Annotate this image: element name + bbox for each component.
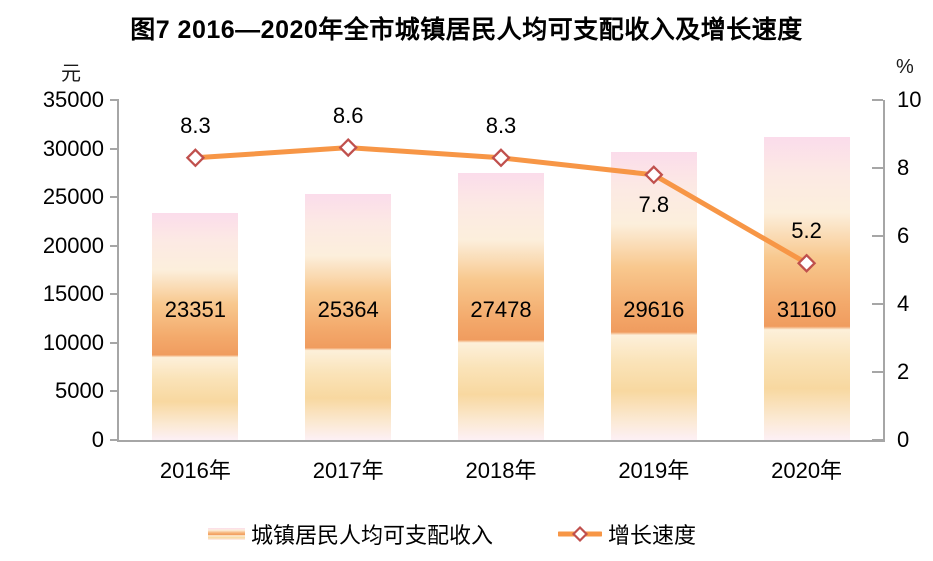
left-axis-unit-label: 元: [61, 63, 81, 85]
right-axis-tick-mark: [872, 235, 883, 237]
x-axis-category-label: 2018年: [465, 458, 537, 483]
left-axis-line: [117, 100, 119, 442]
right-axis-tick-label: 8: [897, 155, 910, 180]
left-axis-tick-label: 15000: [42, 281, 104, 307]
left-axis-tick-label: 10000: [42, 329, 104, 355]
x-axis-category-label: 2019年: [618, 458, 690, 483]
left-axis-tick-mark: [110, 293, 119, 296]
x-axis-line: [117, 440, 885, 442]
income-bar: [610, 152, 697, 440]
left-axis-tick-mark: [110, 341, 119, 344]
income-bar: [152, 213, 239, 440]
left-axis-tick-mark: [110, 390, 119, 393]
right-axis-tick-mark: [872, 99, 883, 101]
right-axis-tick-label: 0: [897, 427, 910, 452]
growth-line-diamond-marker: [796, 253, 817, 273]
left-axis-tick-label: 25000: [42, 184, 104, 210]
income-bar-value-label: 27478: [470, 297, 532, 322]
growth-rate-data-label: 8.3: [485, 112, 517, 138]
x-axis-category-label: 2017年: [312, 458, 384, 483]
legend-item-growth: 增长速度: [556, 518, 697, 550]
legend-label-growth: 增长速度: [608, 523, 697, 548]
left-axis-tick-mark: [110, 99, 119, 101]
right-axis-tick-label: 10: [897, 87, 922, 112]
chart-title: 图7 2016—2020年全市城镇居民人均可支配收入及增长速度: [130, 16, 803, 44]
left-axis-tick-mark: [110, 196, 119, 199]
growth-rate-data-label: 8.6: [332, 102, 364, 128]
growth-rate-data-label: 5.2: [791, 218, 822, 244]
income-bar: [763, 137, 850, 440]
x-axis-category-label: 2020年: [771, 458, 843, 483]
right-axis-tick-mark: [872, 303, 883, 305]
legend-label-income: 城镇居民人均可支配收入: [251, 523, 494, 548]
growth-rate-line: [185, 137, 817, 273]
right-axis-tick-label: 2: [897, 359, 910, 384]
right-axis-tick-mark: [872, 371, 883, 373]
growth-line-diamond-marker: [185, 148, 206, 168]
income-bar-value-label: 23351: [164, 297, 226, 322]
growth-line-diamond-marker: [338, 137, 358, 158]
left-axis-tick-label: 35000: [42, 87, 104, 112]
x-axis-category-label: 2016年: [159, 458, 231, 483]
growth-rate-data-label: 7.8: [638, 191, 670, 217]
right-axis-tick-label: 4: [897, 291, 910, 316]
growth-line-diamond-marker: [644, 165, 664, 185]
income-bar: [305, 193, 392, 440]
income-bar-value-label: 29616: [623, 297, 685, 322]
left-axis-tick-mark: [110, 147, 119, 150]
legend: 城镇居民人均可支配收入 增长速度: [0, 518, 933, 554]
right-axis-tick-mark: [872, 167, 883, 169]
right-axis-tick-label: 6: [897, 223, 910, 248]
legend-item-income: 城镇居民人均可支配收入: [208, 518, 493, 550]
income-bar: [458, 173, 544, 440]
left-axis-tick-label: 20000: [42, 232, 104, 258]
right-axis-line: [883, 100, 885, 442]
income-bar-swatch-icon: [208, 528, 245, 540]
left-axis-tick-label: 0: [91, 427, 104, 452]
left-axis-tick-mark: [110, 244, 119, 247]
right-axis-unit-label: %: [896, 56, 914, 78]
right-axis-tick-mark: [872, 439, 883, 441]
left-axis-tick-label: 5000: [55, 378, 104, 404]
left-axis-tick-label: 30000: [42, 135, 104, 161]
growth-line-swatch-icon: [556, 525, 604, 543]
growth-rate-data-label: 8.3: [180, 112, 211, 138]
left-axis-tick-mark: [110, 439, 119, 441]
income-bar-value-label: 31160: [776, 297, 837, 322]
income-bar-value-label: 25364: [317, 297, 379, 322]
growth-line-diamond-marker: [491, 148, 511, 168]
